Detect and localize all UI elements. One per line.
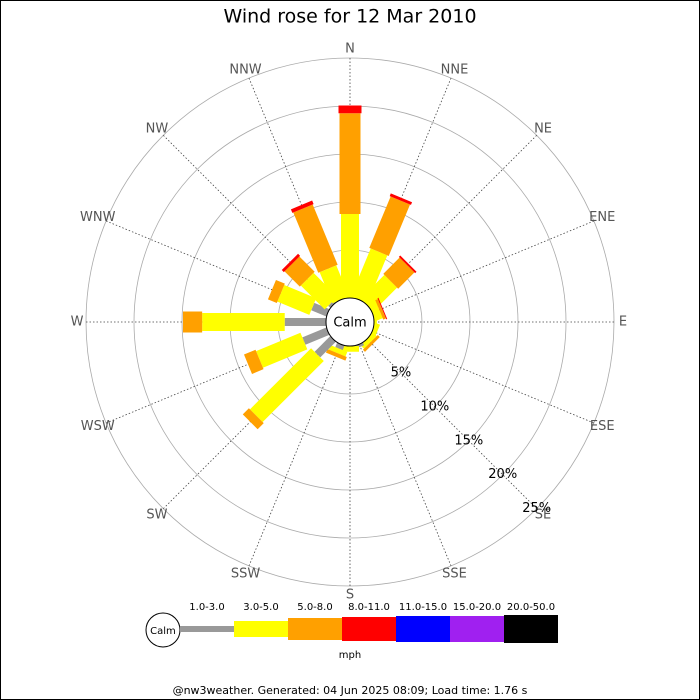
- direction-label: W: [71, 315, 84, 330]
- ring-label: 15%: [454, 433, 483, 448]
- bar-segment: [360, 332, 377, 349]
- legend-swatch: [342, 617, 396, 641]
- bar-segment: [281, 253, 301, 273]
- legend-label: 15.0-20.0: [453, 602, 501, 613]
- legend-swatch: [450, 616, 504, 642]
- bar-segment: [369, 196, 411, 256]
- direction-label: SE: [535, 508, 551, 523]
- bar-segment: [202, 313, 285, 331]
- bar-segment: [293, 204, 338, 273]
- bar-segment: [341, 214, 359, 298]
- legend-label: 5.0-8.0: [297, 602, 332, 613]
- direction-label: NNW: [229, 62, 261, 77]
- ring-label: 10%: [420, 399, 449, 414]
- direction-label: ESE: [590, 419, 615, 434]
- bar-segment: [243, 349, 264, 374]
- direction-label: S: [346, 588, 354, 603]
- direction-label: SSE: [442, 567, 467, 582]
- ring-label: 20%: [488, 467, 517, 482]
- bar-segment: [249, 348, 324, 423]
- direction-label: ENE: [589, 210, 615, 225]
- bar-segment: [383, 257, 415, 289]
- bar-segment: [314, 336, 336, 358]
- direction-label: NE: [534, 121, 552, 136]
- bar-segment: [328, 345, 348, 357]
- legend-label: 8.0-11.0: [348, 602, 390, 613]
- direction-label: NNE: [441, 62, 469, 77]
- legend-label: 20.0-50.0: [507, 602, 555, 613]
- ring-label: 5%: [391, 365, 412, 380]
- calm-label: Calm: [333, 316, 366, 331]
- unit-label: mph: [339, 650, 361, 661]
- bar-segment: [182, 311, 203, 333]
- bar-segment: [325, 349, 347, 361]
- bar-segment: [267, 279, 285, 304]
- direction-label: SW: [146, 508, 167, 523]
- legend-swatch: [288, 618, 342, 640]
- legend-label: 1.0-3.0: [189, 602, 224, 613]
- bar-segment: [341, 346, 359, 352]
- bar-segment: [360, 274, 398, 312]
- bar-segment: [389, 193, 413, 205]
- bars: [182, 105, 417, 430]
- direction-label: WSW: [81, 419, 115, 434]
- legend-calm-label: Calm: [150, 626, 176, 637]
- legend-swatch: [180, 626, 234, 632]
- footer: @nw3weather. Generated: 04 Jun 2025 08:0…: [173, 684, 528, 697]
- bar-segment: [335, 342, 345, 351]
- bar-segment: [319, 265, 350, 304]
- bar-segment: [368, 301, 383, 322]
- bar-segment: [277, 285, 317, 315]
- bar-segment: [302, 327, 330, 345]
- bar-segment: [290, 200, 314, 213]
- legend-swatch: [504, 615, 558, 643]
- legend-label: 11.0-15.0: [399, 602, 447, 613]
- ring-label: 25%: [522, 501, 551, 516]
- bar-segment: [377, 297, 388, 320]
- legend: Calm mph 1.0-3.0 3.0-5.0 5.0-8.0 8.0-11.0 11…: [145, 602, 558, 661]
- bar-segment: [398, 255, 417, 274]
- bar-segment: [338, 105, 362, 114]
- direction-label: E: [619, 315, 627, 330]
- bar-segment: [242, 408, 264, 430]
- bar-segment: [362, 334, 380, 352]
- legend-swatch: [234, 621, 288, 637]
- direction-label: N: [345, 42, 355, 57]
- bar-segment: [284, 318, 326, 326]
- bar-segment: [375, 299, 386, 320]
- bar-segment: [300, 272, 338, 310]
- bar-segment: [256, 332, 308, 368]
- bar-segment: [339, 113, 361, 214]
- bar-segment: [284, 256, 315, 287]
- legend-swatch: [396, 616, 450, 642]
- chart-title: Wind rose for 12 Mar 2010: [223, 6, 476, 28]
- direction-label: NW: [146, 121, 169, 136]
- legend-label: 3.0-5.0: [243, 602, 278, 613]
- direction-label: SSW: [231, 567, 261, 582]
- bar-segment: [311, 302, 330, 317]
- bar-segment: [350, 248, 388, 304]
- calm-circle: [325, 297, 375, 347]
- direction-label: WNW: [80, 210, 116, 225]
